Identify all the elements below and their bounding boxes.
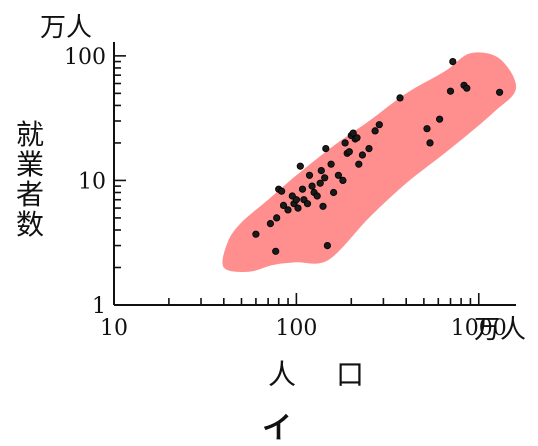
y-tick-label-10: 10 bbox=[78, 169, 106, 194]
data-point-43 bbox=[396, 94, 404, 102]
data-point-42 bbox=[375, 121, 383, 129]
data-point-2 bbox=[266, 220, 274, 228]
points-layer bbox=[252, 57, 504, 255]
data-point-40 bbox=[365, 145, 373, 153]
x-unit-label: 万人 bbox=[474, 315, 526, 345]
data-point-24 bbox=[321, 174, 329, 182]
ticks-layer bbox=[113, 55, 480, 306]
data-point-18 bbox=[308, 182, 316, 190]
data-point-20 bbox=[313, 192, 321, 200]
data-point-47 bbox=[446, 87, 455, 95]
y-unit-label: 万人 bbox=[40, 13, 92, 43]
distribution-region bbox=[222, 52, 517, 272]
data-point-8 bbox=[284, 206, 292, 214]
data-point-39 bbox=[358, 151, 366, 159]
x-axis-title: 人 口 bbox=[268, 358, 370, 391]
data-point-12 bbox=[294, 204, 302, 212]
data-point-16 bbox=[303, 200, 312, 208]
y-tick-label-1: 1 bbox=[92, 294, 106, 319]
data-point-37 bbox=[353, 134, 361, 142]
data-point-22 bbox=[317, 167, 325, 175]
data-point-11 bbox=[292, 196, 300, 204]
data-point-21 bbox=[316, 179, 324, 187]
data-point-14 bbox=[298, 185, 307, 193]
data-point-31 bbox=[341, 139, 349, 147]
data-point-45 bbox=[426, 139, 434, 147]
y-axis-title: 就業者数 bbox=[16, 118, 44, 241]
data-point-50 bbox=[463, 84, 471, 92]
data-point-7 bbox=[279, 201, 288, 209]
data-point-13 bbox=[296, 162, 304, 170]
data-point-25 bbox=[322, 145, 330, 153]
data-point-33 bbox=[345, 148, 353, 156]
x-tick-label-100: 100 bbox=[275, 316, 317, 341]
data-point-30 bbox=[339, 176, 347, 184]
data-point-1 bbox=[252, 230, 260, 238]
data-point-44 bbox=[423, 125, 431, 133]
data-point-6 bbox=[277, 187, 286, 195]
panel-label: イ bbox=[262, 411, 292, 446]
data-point-29 bbox=[334, 171, 342, 179]
x-tick-label-10: 10 bbox=[100, 316, 128, 341]
data-point-41 bbox=[371, 127, 379, 135]
data-point-17 bbox=[305, 171, 314, 179]
data-point-27 bbox=[327, 160, 335, 168]
x-tick-label-1000: 1000 bbox=[451, 316, 507, 341]
data-point-4 bbox=[273, 214, 281, 222]
data-point-26 bbox=[323, 242, 331, 250]
data-point-3 bbox=[272, 247, 280, 255]
data-point-51 bbox=[495, 88, 504, 96]
y-tick-label-100: 100 bbox=[64, 45, 106, 70]
data-point-48 bbox=[449, 57, 457, 66]
data-point-28 bbox=[329, 188, 338, 197]
data-point-46 bbox=[435, 115, 444, 123]
data-point-23 bbox=[319, 202, 327, 210]
data-point-38 bbox=[355, 160, 363, 168]
